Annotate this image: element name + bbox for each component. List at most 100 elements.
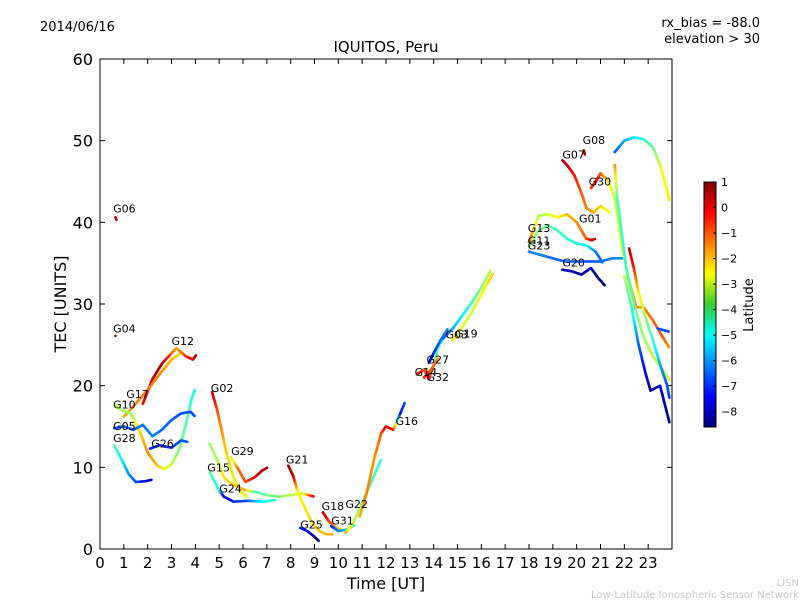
x-tick-label: 5 [214, 554, 224, 572]
date-label: 2014/06/16 [40, 20, 115, 35]
x-tick-label: 17 [496, 554, 515, 572]
credit-long: Low-Latitude Ionospheric Sensor Network [591, 590, 799, 600]
y-tick-label: 30 [73, 295, 93, 314]
data-point [312, 495, 315, 498]
track-g20 [561, 266, 606, 287]
track-g26 [148, 439, 189, 450]
data-point [114, 334, 117, 338]
track-g06 [114, 216, 118, 221]
satellite-label-g23: G23 [528, 239, 551, 252]
y-tick-label: 60 [73, 50, 93, 69]
data-point [593, 237, 597, 241]
satellite-label-g18: G18 [322, 500, 345, 513]
data-point [436, 357, 440, 361]
track-g15 [208, 442, 315, 499]
colorbar [703, 181, 717, 428]
data-point [245, 495, 249, 499]
satellite-label-g26: G26 [151, 438, 174, 451]
colorbar-tick-label: −8 [721, 406, 737, 419]
satellite-label-g24: G24 [219, 483, 242, 496]
x-tick-label: 2 [143, 554, 153, 572]
track-g02 [210, 390, 249, 499]
x-axis-label: Time [UT] [346, 574, 425, 593]
x-tick-label: 22 [615, 554, 634, 572]
y-tick-label: 20 [73, 377, 93, 396]
data-marks [112, 136, 671, 543]
chart-title: IQUITOS, Peru [333, 38, 438, 56]
x-tick-label: 1 [119, 554, 129, 572]
satellite-label-g17: G17 [126, 388, 149, 401]
satellite-label-g21: G21 [286, 453, 309, 466]
satellite-label-g12: G12 [172, 335, 195, 348]
x-tick-label: 11 [353, 554, 372, 572]
track-g21 [286, 464, 334, 536]
satellite-label-g05: G05 [113, 420, 136, 433]
data-point [379, 458, 383, 462]
x-tick-label: 23 [639, 554, 658, 572]
satellite-label-g01: G01 [579, 212, 602, 225]
x-tick-label: 14 [424, 554, 443, 572]
x-tick-label: 13 [400, 554, 419, 572]
satellite-label-g16: G16 [396, 415, 419, 428]
y-tick-label: 40 [73, 213, 93, 232]
satellite-label-g22: G22 [346, 498, 369, 511]
data-point [185, 440, 189, 444]
colorbar-tick-label: −6 [721, 355, 737, 368]
colorbar-tick-label: −7 [721, 380, 737, 393]
satellite-label-g03: G03 [446, 328, 469, 341]
data-point [114, 218, 118, 221]
track-g_late3 [627, 247, 671, 399]
x-tick-label: 20 [567, 554, 586, 572]
x-tick-label: 18 [519, 554, 538, 572]
plot-area [99, 58, 673, 550]
x-tick-label: 19 [543, 554, 562, 572]
track-g_late2 [613, 136, 671, 202]
data-point [193, 414, 196, 418]
x-tick-label: 7 [262, 554, 272, 572]
data-point [446, 328, 449, 331]
y-tick-label: 10 [73, 458, 93, 477]
colorbar-label: Latitude [742, 278, 757, 332]
track-g25 [298, 526, 320, 543]
elevation-label: elevation > 30 [664, 32, 760, 47]
data-point [317, 539, 320, 543]
satellite-label-g31: G31 [331, 515, 354, 528]
data-point [331, 532, 334, 536]
satellite-label-g02: G02 [211, 382, 234, 395]
satellite-label-g28: G28 [113, 432, 136, 445]
satellite-label-g30: G30 [589, 176, 612, 189]
track-g03 [441, 269, 492, 340]
track-g07 [561, 158, 611, 214]
track-g08 [582, 149, 587, 156]
track-g32 [422, 357, 440, 379]
track-g24 [208, 470, 277, 503]
track-g23 [527, 250, 625, 263]
satellite-label-g15: G15 [207, 461, 230, 474]
track-g19 [451, 272, 495, 342]
satellite-label-g06: G06 [113, 203, 136, 216]
track-g11 [527, 224, 604, 264]
data-point [668, 396, 671, 399]
x-tick-label: 8 [286, 554, 296, 572]
y-tick-label: 50 [73, 132, 93, 151]
track-g16 [358, 401, 406, 518]
x-tick-label: 9 [310, 554, 320, 572]
track-g13 [527, 212, 594, 244]
data-point [607, 210, 611, 214]
data-point [265, 466, 269, 470]
satellite-label-g19: G19 [455, 328, 478, 341]
track-g01 [589, 237, 597, 242]
x-tick-label: 0 [95, 554, 105, 572]
x-tick-label: 12 [376, 554, 395, 572]
satellite-label-g11: G11 [528, 234, 551, 247]
colorbar-ticks: 1 0 −1 −2 −3 −4 −5 −6 −7 −8 [713, 176, 737, 419]
satellite-label-g08: G08 [583, 134, 606, 147]
x-tick-label: 3 [167, 554, 177, 572]
track-g04 [114, 334, 117, 338]
y-tick-label: 0 [83, 540, 93, 559]
data-point [273, 498, 277, 502]
colorbar-tick-label: 0 [721, 202, 728, 215]
colorbar-tick-label: −3 [721, 278, 737, 291]
satellite-label-g27: G27 [427, 354, 450, 367]
